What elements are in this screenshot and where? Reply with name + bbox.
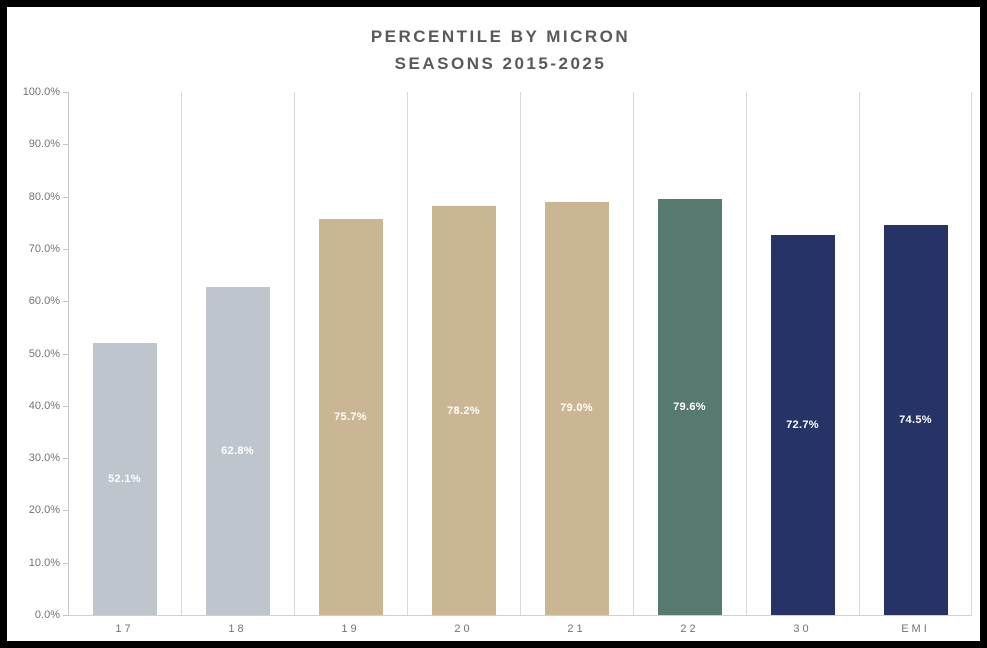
bar-20: 78.2% xyxy=(431,206,496,615)
y-tick-mark xyxy=(63,301,68,303)
chart-title-line-2: SEASONS 2015-2025 xyxy=(394,54,607,73)
y-tick-mark xyxy=(63,353,68,355)
bar-value-label: 79.6% xyxy=(673,400,706,413)
bar-19: 75.7% xyxy=(318,219,383,615)
bar-value-label: 52.1% xyxy=(108,472,141,485)
vertical-gridline xyxy=(181,92,182,615)
y-tick-label: 0.0% xyxy=(34,609,60,621)
vertical-gridline xyxy=(633,92,634,615)
y-tick-label: 10.0% xyxy=(28,556,60,569)
bar-18: 62.8% xyxy=(205,286,270,615)
y-tick-label: 20.0% xyxy=(28,504,60,517)
y-tick-mark xyxy=(63,562,68,564)
y-tick-mark xyxy=(63,615,68,616)
x-category-label-22: 22 xyxy=(680,623,699,635)
x-category-label-19: 19 xyxy=(341,623,360,635)
vertical-gridline xyxy=(520,92,521,615)
y-tick-mark xyxy=(63,248,68,250)
y-tick-mark xyxy=(63,196,68,198)
y-tick-mark xyxy=(63,92,68,93)
y-tick-label: 60.0% xyxy=(28,295,60,308)
x-category-label-21: 21 xyxy=(567,623,586,635)
x-category-label-30: 30 xyxy=(793,623,812,635)
bar-value-label: 62.8% xyxy=(221,444,254,457)
bar-emi: 74.5% xyxy=(883,225,948,615)
chart-title: PERCENTILE BY MICRON SEASONS 2015-2025 xyxy=(7,23,987,77)
x-axis-labels: 17 18 19 20 21 22 30 EMI xyxy=(68,623,972,645)
x-category-label-17: 17 xyxy=(115,623,134,635)
vertical-gridline xyxy=(859,92,860,615)
chart-title-line-1: PERCENTILE BY MICRON xyxy=(370,27,631,46)
y-tick-mark xyxy=(63,144,68,146)
plot-area: 52.1% 62.8% 75.7% 78.2% 79.0% 79.6% 72.7% 74.5% xyxy=(63,92,972,616)
y-axis-line xyxy=(68,92,69,615)
bar-value-label: 75.7% xyxy=(334,411,367,424)
y-tick-label: 90.0% xyxy=(28,138,60,151)
y-tick-mark xyxy=(63,458,68,460)
bar-21: 79.0% xyxy=(544,201,609,615)
bar-17: 52.1% xyxy=(92,342,157,615)
x-category-label-emi: EMI xyxy=(901,623,930,635)
y-tick-label: 80.0% xyxy=(28,190,60,203)
y-tick-label: 40.0% xyxy=(28,399,60,412)
vertical-gridline xyxy=(971,92,972,615)
y-tick-label: 30.0% xyxy=(28,452,60,465)
y-tick-label: 70.0% xyxy=(28,242,60,255)
vertical-gridline xyxy=(407,92,408,615)
y-axis-labels: 0.0% 10.0% 20.0% 30.0% 40.0% 50.0% 60.0% 70.0% 8… xyxy=(15,86,62,621)
bar-value-label: 78.2% xyxy=(447,404,480,417)
x-category-label-20: 20 xyxy=(454,623,473,635)
y-tick-mark xyxy=(63,510,68,512)
bar-value-label: 74.5% xyxy=(899,414,932,427)
vertical-gridline xyxy=(746,92,747,615)
y-tick-label: 100.0% xyxy=(22,86,60,98)
bar-value-label: 79.0% xyxy=(560,402,593,415)
bar-22: 79.6% xyxy=(657,198,722,615)
x-category-label-18: 18 xyxy=(228,623,247,635)
y-tick-mark xyxy=(63,405,68,407)
bar-30: 72.7% xyxy=(770,234,835,615)
vertical-gridline xyxy=(294,92,295,615)
bar-value-label: 72.7% xyxy=(786,418,819,431)
x-axis-line xyxy=(68,615,972,616)
y-tick-label: 50.0% xyxy=(28,347,60,360)
